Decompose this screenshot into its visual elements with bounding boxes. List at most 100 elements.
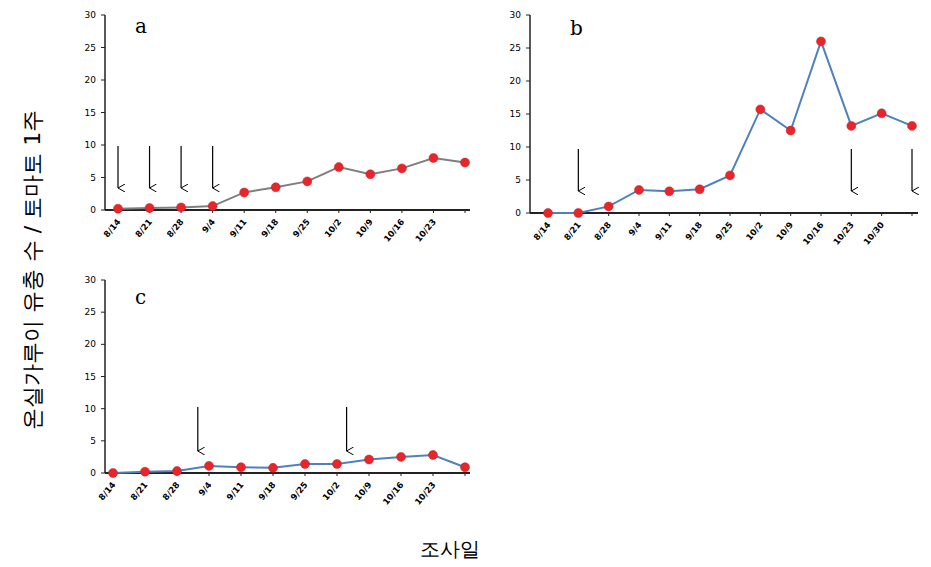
data-area [109,450,470,477]
x-tick [608,213,609,216]
data-point [173,467,182,476]
x-tick-label: 10/2 [322,217,343,239]
x-tick [273,473,274,476]
x-tick-label: 10/23 [413,217,438,244]
arrow [117,146,118,188]
x-axis-label: 조사일 [420,537,480,561]
data-area [114,154,470,214]
y-tick-label: 0 [515,208,521,218]
x-tick-label: 10/2 [744,220,765,242]
figure: 0 5 10 15 20 25 30 8/14 8/21 8/28 9/4 9/11 9/18 9/25 1… [0,0,931,567]
x-tick-label: 10/16 [382,217,407,244]
data-point [429,450,438,459]
y-tick [101,112,105,113]
data-point [205,461,214,470]
y-tick [101,47,105,48]
x-axis [530,212,918,214]
y-tick [526,15,530,16]
y-tick-label: 10 [85,404,97,414]
x-tick [760,213,761,216]
x-tick [465,473,466,476]
panel-title: b [570,16,583,40]
x-tick-label: 9/25 [291,217,312,239]
y-tick-label: 5 [90,436,96,446]
arrow [149,146,150,188]
data-point [756,105,765,114]
data-point [271,183,280,192]
y-tick [101,344,105,345]
y-tick [101,210,105,211]
y-tick-label: 25 [85,307,96,317]
y-tick [526,48,530,49]
y-tick [526,213,530,214]
x-tick [305,473,306,476]
y-tick-label: 20 [85,339,97,349]
panel-title: c [135,285,146,309]
y-tick-label: 25 [510,43,521,53]
y-tick-label: 15 [85,372,96,382]
data-point [237,463,246,472]
data-point [461,463,470,472]
x-tick-label: 9/25 [713,220,734,242]
x-tick [369,473,370,476]
x-tick [401,473,402,476]
x-tick-label: 9/4 [196,480,213,498]
x-tick-label: 9/11 [653,220,674,242]
x-tick [433,473,434,476]
y-tick [526,147,530,148]
y-tick-label: 0 [90,468,96,478]
x-tick-label: 8/28 [160,480,181,502]
x-tick-label: 10/23 [413,480,438,507]
x-tick [465,210,466,213]
x-tick-label: 10/9 [352,480,373,502]
x-tick [433,210,434,213]
data-point [429,154,438,163]
data-point [333,459,342,468]
x-tick-label: 9/4 [200,217,217,235]
series-line [118,158,465,209]
y-tick [101,145,105,146]
y-tick-label: 15 [510,109,521,119]
y-tick-label: 30 [510,10,522,20]
data-point [817,37,826,46]
x-tick-label: 9/25 [288,480,309,502]
data-point [109,469,118,478]
data-point [397,164,406,173]
x-tick [639,213,640,216]
y-tick-label: 20 [510,76,522,86]
x-tick-label: 9/18 [683,220,704,242]
y-tick-label: 10 [510,142,522,152]
y-tick-label: 10 [85,140,97,150]
data-point [461,158,470,167]
x-tick-label: 10/2 [320,480,341,502]
data-point [177,203,186,212]
x-tick-label: 8/21 [133,217,154,239]
y-tick-label: 30 [85,10,97,20]
x-tick-label: 8/14 [96,480,117,502]
x-tick-label: 10/16 [381,480,406,507]
data-point [397,452,406,461]
x-tick [730,213,731,216]
x-tick [307,210,308,213]
data-point [303,177,312,186]
data-point [695,185,704,194]
data-point [334,163,343,172]
y-tick [526,81,530,82]
y-tick-label: 5 [90,173,96,183]
x-tick [881,213,882,216]
x-axis [105,209,470,211]
data-point [141,467,150,476]
panel: 0510152025308/148/218/289/49/119/189/251… [85,10,470,244]
x-tick [790,213,791,216]
x-tick-label: 8/14 [531,220,552,242]
data-point [665,187,674,196]
x-tick [209,473,210,476]
y-axis-label: 온실가루이 유충 수 / 토마토 1주 [20,110,45,430]
x-tick-label: 9/18 [259,217,280,239]
data-point [604,202,613,211]
y-tick [101,177,105,178]
x-tick-label: 10/16 [801,220,826,247]
y-tick [101,15,105,16]
y-tick [526,114,530,115]
x-tick-label: 8/28 [165,217,186,239]
